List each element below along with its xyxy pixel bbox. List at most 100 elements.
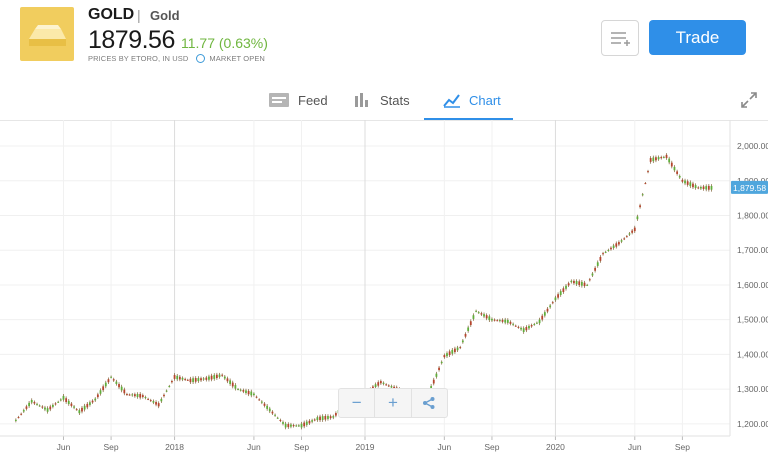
candle-body <box>446 353 448 357</box>
candle-body <box>588 279 591 281</box>
candle-body <box>81 407 83 412</box>
candle-body <box>102 386 105 391</box>
candle-body <box>229 380 232 384</box>
candle-body <box>171 380 173 383</box>
x-tick-label: Sep <box>294 442 309 452</box>
y-tick-label: 1,900.00 <box>737 176 768 186</box>
candle-body <box>96 394 99 398</box>
candle-body <box>467 327 470 331</box>
candle-body <box>104 382 107 387</box>
candle-body <box>115 381 118 384</box>
candle-body <box>165 390 168 392</box>
candle-body <box>385 384 388 386</box>
candle-body <box>525 327 528 331</box>
candle-body <box>316 417 319 421</box>
candle-body <box>636 216 639 220</box>
candle-body <box>602 253 604 255</box>
zoom-out-button[interactable]: − <box>339 389 376 417</box>
title-separator: | <box>137 7 141 23</box>
candle-body <box>136 394 139 397</box>
candle-body <box>149 400 152 402</box>
candle-body <box>578 281 581 286</box>
price-change: 11.77 (0.63%) <box>181 35 268 51</box>
candle-body <box>702 186 705 190</box>
tab-chart[interactable]: Chart <box>443 92 501 108</box>
candle-body <box>504 319 507 323</box>
candle-body <box>633 227 636 232</box>
candle-body <box>649 158 652 162</box>
candle-body <box>202 378 205 380</box>
candle-body <box>290 424 292 427</box>
candle-body <box>274 414 276 416</box>
candle-body <box>641 194 644 196</box>
candle-body <box>520 327 522 330</box>
share-icon <box>423 397 435 409</box>
candle-body <box>258 399 261 401</box>
y-tick-label: 1,200.00 <box>737 419 768 429</box>
price-chart[interactable]: 2,000.00 1,900.00 1,800.00 1,700.00 1,600.00… <box>0 120 768 458</box>
chart-zoom-controls: − + <box>338 388 448 418</box>
candle-body <box>684 180 686 184</box>
candle-body <box>488 316 491 321</box>
candle-body <box>308 420 311 424</box>
candle-body <box>655 157 657 161</box>
candle-body <box>155 402 157 405</box>
candle-body <box>38 405 41 407</box>
candle-body <box>176 375 179 380</box>
instrument-symbol: GOLD <box>88 6 135 23</box>
candle-body <box>459 347 462 349</box>
candle-body <box>551 302 554 304</box>
candle-body <box>197 378 200 382</box>
candle-body <box>681 179 684 182</box>
candle-body <box>440 361 443 364</box>
feed-icon <box>269 93 289 107</box>
candle-body <box>430 386 433 390</box>
candle-body <box>276 417 279 419</box>
candle-body <box>335 413 337 416</box>
candle-body <box>612 245 615 249</box>
candle-body <box>644 183 647 185</box>
candle-body <box>160 398 163 402</box>
candle-body <box>297 425 300 427</box>
gold-bar-icon <box>20 7 74 61</box>
candle-body <box>618 242 620 245</box>
candle-body <box>676 171 679 174</box>
candle-body <box>260 401 263 403</box>
candle-body <box>245 390 247 394</box>
candle-body <box>686 181 689 185</box>
candle-body <box>30 400 33 403</box>
candle-body <box>284 423 287 428</box>
candle-body <box>253 393 255 396</box>
candle-body <box>554 297 557 301</box>
add-to-list-button[interactable] <box>601 20 639 56</box>
tab-stats[interactable]: Stats <box>354 92 410 108</box>
candle-body <box>610 247 612 250</box>
candle-body <box>454 348 456 353</box>
candle-body <box>73 406 75 408</box>
x-tick-label: Jun <box>57 442 71 452</box>
y-tick-label: 1,500.00 <box>737 315 768 325</box>
candle-body <box>319 416 321 421</box>
candle-body <box>639 205 641 208</box>
candle-body <box>461 340 464 343</box>
candle-body <box>231 382 234 387</box>
trade-button[interactable]: Trade <box>649 20 746 55</box>
candle-body <box>631 230 634 233</box>
price-chart-svg: 2,000.00 1,900.00 1,800.00 1,700.00 1,600.00… <box>0 120 768 452</box>
x-tick-label: Jun <box>247 442 261 452</box>
zoom-in-button[interactable]: + <box>375 389 412 417</box>
candle-body <box>17 417 20 419</box>
candle-body <box>133 394 136 397</box>
candle-body <box>91 400 94 403</box>
tab-feed[interactable]: Feed <box>268 92 328 108</box>
candle-body <box>120 386 123 391</box>
tab-bar: Feed Stats Chart <box>0 82 768 121</box>
candle-body <box>528 326 530 329</box>
candle-body <box>300 423 303 428</box>
candle-body <box>282 422 284 424</box>
tab-chart-label: Chart <box>469 92 501 108</box>
expand-icon[interactable] <box>740 91 758 114</box>
candle-body <box>509 321 512 324</box>
candle-body <box>387 385 390 387</box>
share-button[interactable] <box>412 389 447 417</box>
